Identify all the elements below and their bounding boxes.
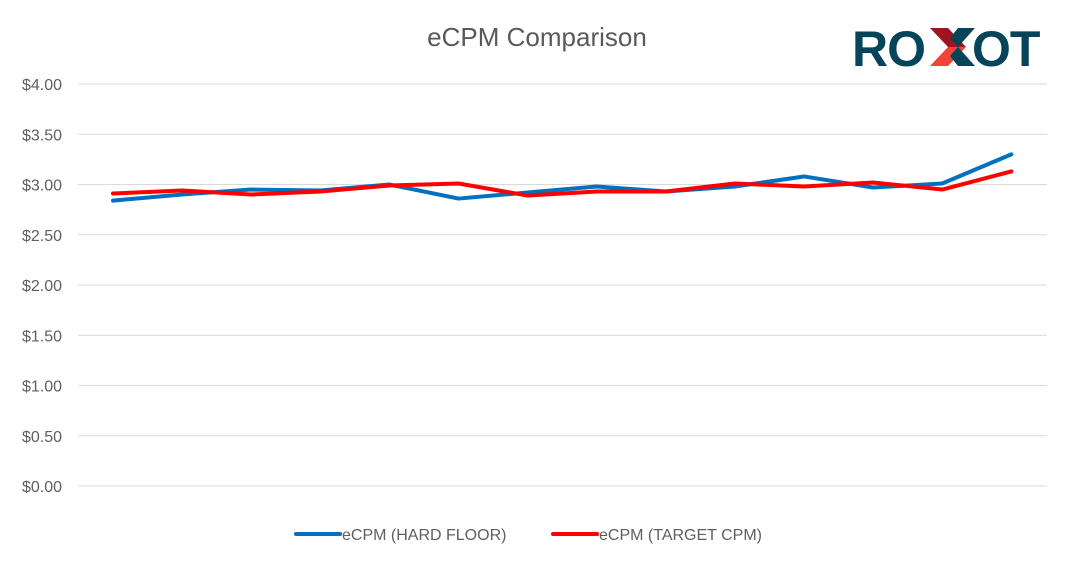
logo-x-right2 (950, 47, 975, 66)
series-line-0 (111, 152, 1014, 203)
y-tick-label: $0.50 (22, 429, 62, 446)
y-tick-label: $2.00 (22, 278, 62, 295)
svg-text:RO: RO (852, 21, 925, 77)
roxot-logo: RO OT (852, 21, 1041, 77)
y-tick-label: $0.00 (22, 479, 62, 496)
svg-text:OT: OT (972, 21, 1040, 77)
y-tick-label: $3.50 (22, 127, 62, 144)
y-tick-label: $1.00 (22, 379, 62, 396)
y-tick-label: $4.00 (22, 77, 62, 94)
y-tick-label: $2.50 (22, 228, 62, 245)
series-line-1 (111, 169, 1014, 198)
legend-label: eCPM (HARD FLOOR) (342, 527, 506, 544)
y-tick-label: $3.00 (22, 178, 62, 195)
legend-label: eCPM (TARGET CPM) (599, 527, 762, 544)
y-tick-label: $1.50 (22, 328, 62, 345)
chart-title: eCPM Comparison (427, 22, 647, 52)
logo-x-right (950, 28, 975, 47)
